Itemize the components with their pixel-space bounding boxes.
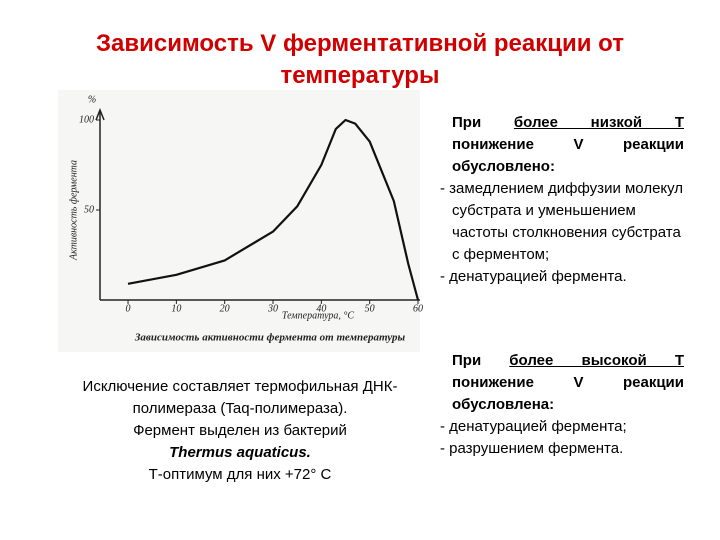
note: Исключение составляет термофильная ДНК-п… xyxy=(50,376,430,486)
x-tick-label: 50 xyxy=(365,303,375,314)
list-item: - денатурацией фермента. xyxy=(440,268,627,285)
x-tick-label: 30 xyxy=(267,303,278,314)
list-item: - денатурацией фермента; xyxy=(440,418,627,435)
heading-part: понижение V реакции обусловлена: xyxy=(452,374,684,413)
note-line: Т-оптимум для них +72° С xyxy=(148,466,332,483)
low-t-block: При более низкой Т понижение V реакции о… xyxy=(438,112,684,288)
heading-part: более высокой Т xyxy=(509,352,684,369)
note-line: Фермент выделен из бактерий xyxy=(133,422,347,439)
heading-part: понижение V реакции обусловлено: xyxy=(452,136,684,175)
y-tick-label: 100 xyxy=(79,114,94,125)
y-axis-label: Активность фермента xyxy=(68,160,79,261)
x-tick-label: 0 xyxy=(126,303,131,314)
chart-caption: Зависимость активности фермента от темпе… xyxy=(134,332,406,344)
y-tick-label: 50 xyxy=(84,204,94,215)
chart-background xyxy=(58,90,420,352)
note-line: Исключение составляет термофильная ДНК-п… xyxy=(82,378,398,417)
x-tick-label: 60 xyxy=(413,303,423,314)
slide-title: Зависимость V ферментативной реакции от … xyxy=(96,30,624,89)
block-heading: При более низкой Т понижение V реакции о… xyxy=(438,112,684,178)
block-heading: При более высокой Т понижение V реакции … xyxy=(438,350,684,416)
heading-part: более низкой Т xyxy=(513,114,684,131)
x-tick-label: 10 xyxy=(171,303,181,314)
x-tick-label: 40 xyxy=(316,303,326,314)
high-t-block: При более высокой Т понижение V реакции … xyxy=(438,350,684,460)
y-axis-arrow xyxy=(95,107,105,121)
heading-part: При xyxy=(452,352,510,369)
x-tick-label: 20 xyxy=(220,303,230,314)
heading-part: При xyxy=(452,114,514,131)
list-item: - разрушением фермента. xyxy=(440,440,624,457)
species: Thermus aquaticus. xyxy=(169,444,311,461)
list-item: - замедлением диффузии молекул субстрата… xyxy=(440,180,684,263)
x-axis-label: Температура, °C xyxy=(282,310,354,321)
curve xyxy=(127,118,420,301)
y-unit: % xyxy=(88,94,96,105)
